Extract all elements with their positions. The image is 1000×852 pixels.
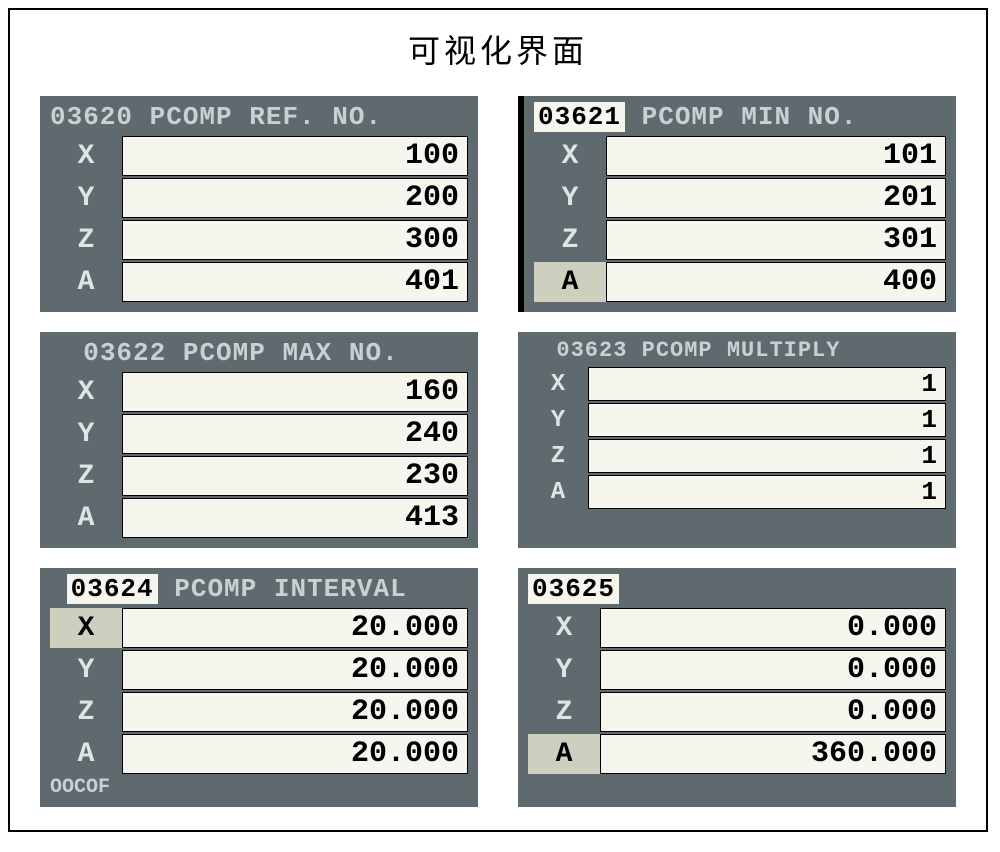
panel-pcomp-ref-no: 03620 PCOMP REF. NO. X100 Y200 Z300 A401 xyxy=(40,96,478,312)
panel-title: PCOMP INTERVAL xyxy=(174,574,406,604)
value-a[interactable]: 1 xyxy=(588,475,946,509)
panel-header: 03622 PCOMP MAX NO. xyxy=(50,338,468,368)
row-a: A401 xyxy=(50,262,468,302)
panel-code: 03620 xyxy=(50,102,133,132)
value-z[interactable]: 20.000 xyxy=(122,692,468,732)
axis-label-z: Z xyxy=(50,456,122,496)
row-a: A400 xyxy=(534,262,946,302)
panel-pcomp-min-no: 03621 PCOMP MIN NO. X101 Y201 Z301 A400 xyxy=(518,96,956,312)
panel-title: PCOMP MULTIPLY xyxy=(642,338,841,363)
axis-label-x: X xyxy=(50,136,122,176)
row-a: A20.000 xyxy=(50,734,468,774)
panel-pcomp-max-no: 03622 PCOMP MAX NO. X160 Y240 Z230 A413 xyxy=(40,332,478,548)
value-z[interactable]: 1 xyxy=(588,439,946,473)
panel-code: 03622 xyxy=(83,338,166,368)
panel-code: 03621 xyxy=(534,102,625,132)
axis-label-y: Y xyxy=(50,650,122,690)
row-z: Z1 xyxy=(528,439,946,473)
value-z[interactable]: 300 xyxy=(122,220,468,260)
axis-label-z: Z xyxy=(528,692,600,732)
axis-label-y: Y xyxy=(50,178,122,218)
row-x: X160 xyxy=(50,372,468,412)
panel-code: 03623 xyxy=(556,338,627,363)
axis-label-y: Y xyxy=(50,414,122,454)
value-y[interactable]: 240 xyxy=(122,414,468,454)
value-a[interactable]: 401 xyxy=(122,262,468,302)
panel-header: 03625 xyxy=(528,574,946,604)
value-a[interactable]: 20.000 xyxy=(122,734,468,774)
panel-header: 03621 PCOMP MIN NO. xyxy=(534,102,946,132)
axis-label-a: A xyxy=(50,498,122,538)
panel-pcomp-interval: 03624 PCOMP INTERVAL X20.000 Y20.000 Z20… xyxy=(40,568,478,807)
axis-label-x: X xyxy=(528,367,588,401)
row-a: A413 xyxy=(50,498,468,538)
value-z[interactable]: 230 xyxy=(122,456,468,496)
panel-03625: 03625 X0.000 Y0.000 Z0.000 A360.000 xyxy=(518,568,956,807)
panel-code: 03625 xyxy=(528,574,619,604)
row-y: Y200 xyxy=(50,178,468,218)
value-a[interactable]: 413 xyxy=(122,498,468,538)
row-y: Y0.000 xyxy=(528,650,946,690)
value-a[interactable]: 360.000 xyxy=(600,734,946,774)
row-y: Y20.000 xyxy=(50,650,468,690)
axis-label-a: A xyxy=(528,734,600,774)
axis-label-a: A xyxy=(50,734,122,774)
value-x[interactable]: 160 xyxy=(122,372,468,412)
axis-label-x: X xyxy=(50,608,122,648)
value-y[interactable]: 201 xyxy=(606,178,946,218)
value-a[interactable]: 400 xyxy=(606,262,946,302)
panel-pcomp-multiply: 03623 PCOMP MULTIPLY X1 Y1 Z1 A1 xyxy=(518,332,956,548)
value-y[interactable]: 200 xyxy=(122,178,468,218)
value-x[interactable]: 100 xyxy=(122,136,468,176)
panel-code: 03624 xyxy=(67,574,158,604)
row-x: X0.000 xyxy=(528,608,946,648)
row-y: Y240 xyxy=(50,414,468,454)
panel-header: 03623 PCOMP MULTIPLY xyxy=(528,338,946,363)
axis-label-x: X xyxy=(50,372,122,412)
value-x[interactable]: 1 xyxy=(588,367,946,401)
axis-label-a: A xyxy=(534,262,606,302)
panel-header: 03620 PCOMP REF. NO. xyxy=(50,102,468,132)
axis-label-y: Y xyxy=(528,650,600,690)
row-z: Z20.000 xyxy=(50,692,468,732)
axis-label-a: A xyxy=(50,262,122,302)
value-x[interactable]: 20.000 xyxy=(122,608,468,648)
axis-label-x: X xyxy=(528,608,600,648)
panel-grid: 03620 PCOMP REF. NO. X100 Y200 Z300 A401… xyxy=(10,96,986,807)
axis-label-z: Z xyxy=(50,220,122,260)
row-a: A360.000 xyxy=(528,734,946,774)
axis-label-x: X xyxy=(534,136,606,176)
value-y[interactable]: 20.000 xyxy=(122,650,468,690)
panel-title: PCOMP MAX NO. xyxy=(183,338,399,368)
value-y[interactable]: 0.000 xyxy=(600,650,946,690)
page-title: 可视化界面 xyxy=(10,26,986,72)
row-z: Z300 xyxy=(50,220,468,260)
panel-title: PCOMP MIN NO. xyxy=(642,102,858,132)
panel-header: 03624 PCOMP INTERVAL xyxy=(50,574,468,604)
panel-title: PCOMP REF. NO. xyxy=(150,102,382,132)
panel-footer-code: OOCOF xyxy=(50,776,468,799)
axis-label-z: Z xyxy=(50,692,122,732)
axis-label-z: Z xyxy=(528,439,588,473)
value-x[interactable]: 0.000 xyxy=(600,608,946,648)
row-a: A1 xyxy=(528,475,946,509)
row-z: Z301 xyxy=(534,220,946,260)
axis-label-y: Y xyxy=(528,403,588,437)
row-x: X101 xyxy=(534,136,946,176)
row-z: Z230 xyxy=(50,456,468,496)
row-y: Y1 xyxy=(528,403,946,437)
value-z[interactable]: 0.000 xyxy=(600,692,946,732)
row-x: X100 xyxy=(50,136,468,176)
value-x[interactable]: 101 xyxy=(606,136,946,176)
row-x: X1 xyxy=(528,367,946,401)
value-y[interactable]: 1 xyxy=(588,403,946,437)
value-z[interactable]: 301 xyxy=(606,220,946,260)
row-z: Z0.000 xyxy=(528,692,946,732)
axis-label-z: Z xyxy=(534,220,606,260)
outer-frame: 可视化界面 03620 PCOMP REF. NO. X100 Y200 Z30… xyxy=(8,8,988,832)
row-y: Y201 xyxy=(534,178,946,218)
row-x: X20.000 xyxy=(50,608,468,648)
axis-label-y: Y xyxy=(534,178,606,218)
axis-label-a: A xyxy=(528,475,588,509)
